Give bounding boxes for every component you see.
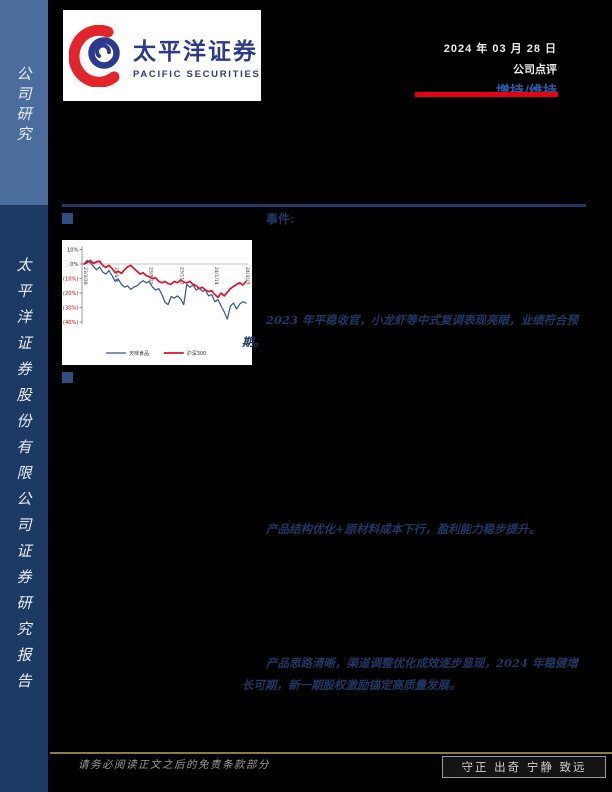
price-comparison-chart: 10% 0% (10%) (20%) (30%) (40%) 23/3/28 23/6/8 23… <box>62 240 252 365</box>
rating-underline <box>415 92 558 97</box>
logo-text: 太平洋证券 PACIFIC SECURITIES <box>133 32 261 80</box>
highlight-paragraph: 产品结构优化+原材料成本下行，盈利能力稳步提升。 <box>266 522 541 536</box>
logo-name-cn: 太平洋证券 <box>133 38 258 65</box>
sidebar-company-label: 太平洋证券股份有限公司证券研究报告 <box>14 257 33 699</box>
svg-text:23/11/2: 23/11/2 <box>179 267 185 285</box>
svg-text:(10%): (10%) <box>63 276 79 282</box>
highlight-paragraph: 产品思路清晰，渠道调整优化成效逐步显现，2024 年稳健增长可期，新一期股权激励… <box>242 656 579 692</box>
svg-text:24/1/14: 24/1/14 <box>213 267 219 285</box>
svg-text:23/6/8: 23/6/8 <box>113 267 119 282</box>
sidebar-section-company: 太平洋证券股份有限公司证券研究报告 <box>0 205 48 792</box>
svg-text:(20%): (20%) <box>63 291 79 297</box>
svg-text:0%: 0% <box>70 262 78 268</box>
pacific-securities-logo-icon <box>69 24 120 87</box>
svg-text:天味食品: 天味食品 <box>129 350 149 357</box>
svg-text:沪深300: 沪深300 <box>187 350 207 357</box>
highlight-paragraph: 2023 年平稳收官，小龙虾等中式复调表现亮眼，业绩符合预期。 <box>242 313 579 349</box>
svg-text:(30%): (30%) <box>63 305 79 311</box>
svg-text:10%: 10% <box>67 247 79 253</box>
svg-text:23/8/21: 23/8/21 <box>147 267 153 285</box>
report-type: 公司点评 <box>513 64 557 76</box>
section-bullet-icon <box>62 213 73 224</box>
report-date: 2024 年 03 月 28 日 <box>443 43 557 55</box>
svg-text:24/3/27: 24/3/27 <box>244 267 250 285</box>
sidebar-section-research: 公司研究 <box>0 0 48 205</box>
content-divider <box>62 204 586 207</box>
footer-disclaimer: 请务必阅读正文之后的免责条款部分 <box>78 759 270 771</box>
company-logo: 太平洋证券 PACIFIC SECURITIES <box>63 10 261 101</box>
svg-text:23/3/28: 23/3/28 <box>82 267 88 285</box>
sidebar-research-label: 公司研究 <box>14 66 33 146</box>
section-bullet-icon <box>62 372 73 383</box>
rating-badge: 增持/维持 <box>444 81 557 101</box>
stock-performance-chart: 10% 0% (10%) (20%) (30%) (40%) 23/3/28 23/6/8 23… <box>63 246 250 357</box>
logo-name-en: PACIFIC SECURITIES <box>133 68 261 80</box>
event-heading: 事件: <box>266 212 295 226</box>
svg-text:(40%): (40%) <box>63 320 79 326</box>
company-motto-box: 守正 出奇 宁静 致远 <box>442 756 606 778</box>
footer-divider <box>50 752 612 754</box>
